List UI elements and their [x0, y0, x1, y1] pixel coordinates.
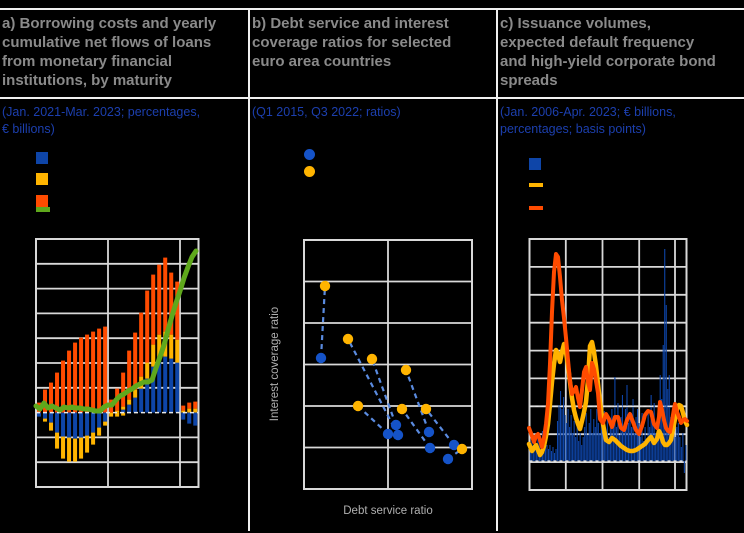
panel-b-chart — [303, 239, 473, 490]
legend-swatch-blue-dot-b — [304, 149, 315, 160]
panel-a-title: a) Borrowing costs and yearly cumulative… — [2, 15, 217, 89]
divider-title-line — [0, 97, 744, 99]
panel-c-subtitle: (Jan. 2006-Apr. 2023; € billions, percen… — [500, 105, 676, 136]
divider-panel-b-c — [496, 8, 498, 531]
legend-swatch-orange-square-a — [36, 195, 48, 207]
panel-c-title: c) Issuance volumes, expected default fr… — [500, 15, 716, 89]
divider-top-line — [0, 8, 744, 10]
legend-swatch-yellow-line-c — [529, 183, 543, 187]
legend-swatch-yellow-square-a — [36, 173, 48, 185]
panel-c-chart — [526, 238, 690, 491]
panel-b-y-axis-label: Interest coverage ratio — [269, 306, 281, 422]
legend-swatch-yellow-dot-b — [304, 166, 315, 177]
panel-b-title: b) Debt service and interest coverage ra… — [252, 15, 452, 70]
legend-swatch-orange-line-c — [529, 206, 543, 210]
legend-swatch-blue-square-c — [529, 158, 541, 170]
legend-swatch-green-line-a — [36, 207, 50, 212]
panel-b-x-axis-label: Debt service ratio — [343, 505, 433, 517]
panel-a-subtitle: (Jan. 2021-Mar. 2023; percentages, € bil… — [2, 105, 201, 136]
panel-a-chart — [33, 238, 200, 488]
panel-b-subtitle: (Q1 2015, Q3 2022; ratios) — [252, 105, 401, 119]
legend-swatch-blue-square-a — [36, 152, 48, 164]
divider-panel-a-b — [248, 8, 250, 531]
